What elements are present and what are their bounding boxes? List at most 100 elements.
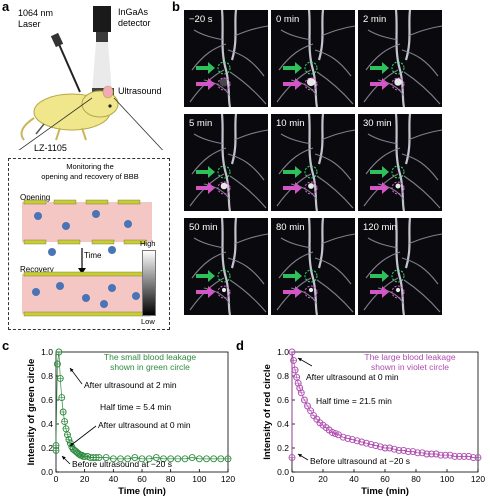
vessel-line bbox=[290, 79, 318, 97]
leakage-spot bbox=[306, 77, 316, 87]
green-arrow-icon bbox=[283, 62, 302, 74]
timepoint-image: 0 min bbox=[271, 10, 355, 107]
laser-label: 1064 nm Laser bbox=[18, 8, 54, 29]
timepoint-label: 2 min bbox=[363, 14, 387, 25]
detector-beam bbox=[92, 42, 112, 92]
vessel-line bbox=[280, 237, 312, 249]
panel-b-letter: b bbox=[172, 0, 180, 14]
vessel-line bbox=[320, 233, 355, 245]
x-tick-label: 100 bbox=[192, 474, 206, 484]
violet-arrow-icon bbox=[370, 78, 389, 90]
colorbar-high-label: High bbox=[140, 239, 156, 248]
detector-label: InGaAs detector bbox=[118, 7, 151, 28]
x-tick-label: 0 bbox=[290, 474, 295, 484]
y-axis-label: Intensity of green circle bbox=[26, 359, 37, 466]
violet-roi-circle bbox=[217, 77, 231, 91]
x-tick-label: 80 bbox=[166, 474, 176, 484]
annotation-arrowhead bbox=[62, 456, 66, 460]
chart-c-title: shown in green circle bbox=[110, 362, 190, 372]
x-tick-label: 60 bbox=[137, 474, 147, 484]
green-roi-circle bbox=[217, 165, 231, 179]
green-arrow-icon bbox=[196, 166, 215, 178]
opening-dots bbox=[34, 210, 132, 256]
annotation-arrow bbox=[69, 425, 97, 447]
leakage-spot bbox=[308, 183, 314, 189]
green-roi-circle bbox=[304, 165, 318, 179]
x-tick-label: 40 bbox=[109, 474, 119, 484]
vessel-line bbox=[404, 114, 412, 165]
vessel-line bbox=[367, 29, 399, 41]
vessel-line bbox=[317, 218, 325, 269]
y-tick-label: 0.0 bbox=[277, 467, 289, 477]
detector-icon bbox=[93, 6, 111, 32]
opening-vessel bbox=[22, 202, 152, 242]
vessel-image bbox=[276, 10, 355, 107]
violet-roi-circle bbox=[391, 285, 405, 299]
violet-roi-circle bbox=[391, 181, 405, 195]
laser-fiber bbox=[57, 41, 81, 93]
vessel-image bbox=[189, 218, 268, 315]
timepoint-image: 5 min bbox=[184, 114, 268, 211]
vessel-line bbox=[403, 71, 441, 105]
leakage-spot bbox=[394, 78, 402, 86]
vessel-line bbox=[227, 153, 265, 181]
vessel-line bbox=[316, 175, 354, 209]
vessel-line bbox=[230, 114, 238, 165]
timepoint-label: 120 min bbox=[363, 222, 397, 233]
x-tick-label: 100 bbox=[440, 474, 454, 484]
vessel-line bbox=[367, 237, 399, 249]
violet-roi-circle bbox=[304, 181, 318, 195]
vessel-image bbox=[189, 114, 268, 211]
bbb-diagram-box bbox=[8, 158, 170, 330]
annotation-after-0min: After ultrasound at 0 min bbox=[306, 372, 399, 382]
annotation-arrowhead bbox=[298, 454, 302, 458]
vessel-line bbox=[193, 133, 225, 145]
vessel-line bbox=[404, 10, 412, 61]
green-roi-circle bbox=[217, 269, 231, 283]
x-tick-label: 20 bbox=[318, 474, 328, 484]
timepoint-label: 50 min bbox=[189, 222, 218, 233]
y-tick-label: 0.2 bbox=[277, 443, 289, 453]
vessel-line bbox=[407, 25, 442, 37]
leakage-spot bbox=[308, 287, 314, 293]
vessel-line bbox=[394, 218, 406, 315]
vessel-image bbox=[363, 114, 442, 211]
vessel-line bbox=[404, 218, 412, 269]
time-label: Time bbox=[84, 251, 102, 260]
vessel-line bbox=[365, 43, 401, 71]
x-tick-label: 0 bbox=[54, 474, 59, 484]
green-roi-circle bbox=[217, 61, 231, 75]
bbb-schematic bbox=[22, 199, 152, 317]
vessel-line bbox=[233, 25, 268, 37]
x-axis-label: Time (min) bbox=[361, 486, 409, 497]
y-tick-label: 0.6 bbox=[277, 395, 289, 405]
vessel-line bbox=[394, 114, 406, 211]
vessel-line bbox=[290, 183, 318, 201]
vessel-line bbox=[365, 251, 401, 279]
vessel-line bbox=[203, 183, 231, 201]
timepoint-label: −20 s bbox=[189, 14, 213, 25]
vessel-line bbox=[377, 183, 405, 201]
vessel-line bbox=[191, 251, 227, 279]
vessel-line bbox=[233, 129, 268, 141]
vessel-line bbox=[377, 287, 405, 305]
annotation-half-time: Half time = 21.5 min bbox=[316, 396, 392, 406]
vessel-image bbox=[363, 10, 442, 107]
vessel-line bbox=[367, 133, 399, 145]
vessel-line bbox=[193, 237, 225, 249]
scale-bar bbox=[426, 315, 446, 318]
leakage-spot bbox=[220, 182, 228, 190]
vessel-line bbox=[403, 279, 441, 313]
green-arrow-icon bbox=[370, 166, 389, 178]
vessel-line bbox=[317, 114, 325, 165]
opening-wall-top bbox=[23, 199, 141, 205]
vessel-line bbox=[191, 43, 227, 71]
panel-a-letter: a bbox=[2, 0, 10, 14]
green-arrow-icon bbox=[370, 270, 389, 282]
vessel-line bbox=[230, 218, 238, 269]
vessel-line bbox=[191, 147, 227, 175]
vessel-line bbox=[220, 114, 232, 211]
y-tick-label: 0.4 bbox=[41, 419, 53, 429]
ultrasound-label: Ultrasound bbox=[118, 86, 162, 96]
timepoint-label: 0 min bbox=[276, 14, 300, 25]
